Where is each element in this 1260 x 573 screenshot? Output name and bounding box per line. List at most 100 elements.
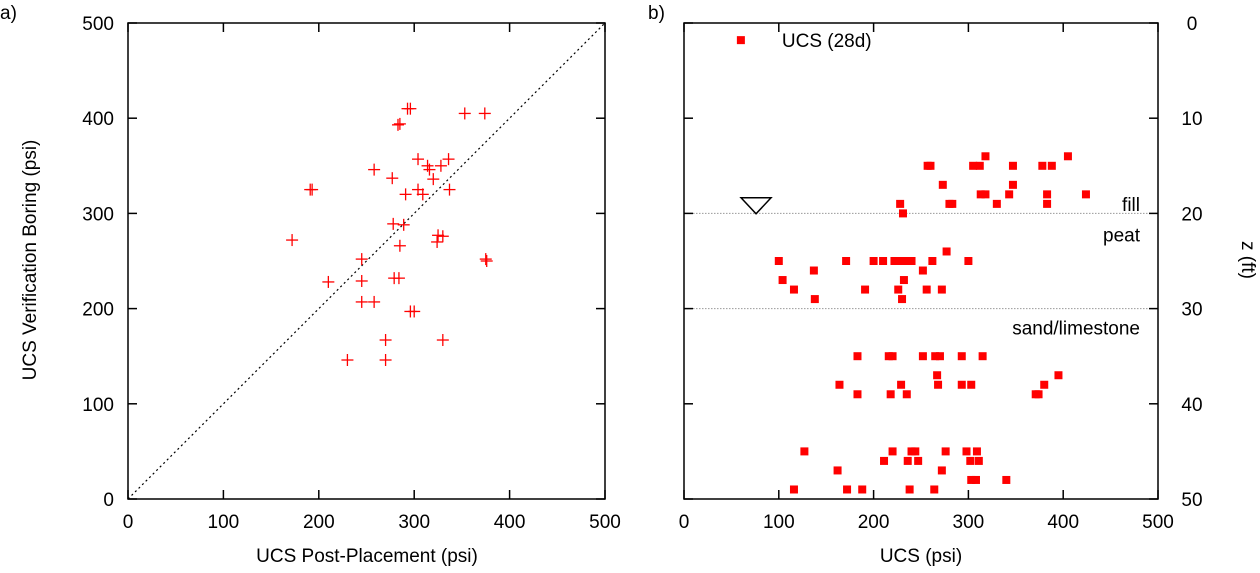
data-point xyxy=(397,218,410,231)
data-point xyxy=(393,117,406,130)
data-point xyxy=(379,354,392,367)
data-point xyxy=(869,257,878,265)
panel-b-label: b) xyxy=(648,3,665,24)
data-point xyxy=(957,380,966,389)
data-point xyxy=(408,305,421,318)
x-tick-label: 400 xyxy=(1047,512,1079,533)
data-point xyxy=(1005,190,1014,199)
x-tick-label: 300 xyxy=(953,512,985,533)
data-point xyxy=(948,199,957,208)
data-point xyxy=(976,190,985,199)
data-point xyxy=(933,371,942,380)
data-point xyxy=(386,172,399,185)
x-tick-label: 500 xyxy=(589,512,621,533)
panel-a-points xyxy=(127,22,606,500)
legend-label: UCS (28d) xyxy=(782,31,872,52)
y-tick-label: 100 xyxy=(82,395,114,416)
data-point xyxy=(393,239,406,252)
data-point xyxy=(391,118,404,131)
data-point xyxy=(412,183,425,196)
data-point xyxy=(443,183,456,196)
panel-b-frame xyxy=(683,22,1159,500)
data-point xyxy=(972,447,981,456)
data-point xyxy=(404,102,417,115)
y-tick-label: 50 xyxy=(1181,490,1202,511)
x-tick-label: 500 xyxy=(1142,512,1174,533)
data-point xyxy=(911,447,920,456)
data-point xyxy=(858,485,867,494)
layer-label: sand/limestone xyxy=(1012,319,1140,340)
data-point xyxy=(1063,152,1072,161)
y-tick-label: 500 xyxy=(82,14,114,35)
data-point xyxy=(918,352,927,361)
panel-b-annotations: fill peat sand/limestone UCS (28d) xyxy=(736,31,1141,340)
data-point xyxy=(1008,180,1017,189)
data-point xyxy=(922,285,931,294)
data-point xyxy=(938,180,947,189)
data-point xyxy=(930,485,939,494)
data-point xyxy=(978,352,987,361)
data-point xyxy=(1043,199,1052,208)
layer-label: peat xyxy=(1103,225,1141,246)
data-point xyxy=(896,199,905,208)
data-point xyxy=(992,199,1001,208)
data-point xyxy=(434,159,447,172)
legend-marker xyxy=(736,36,745,45)
data-point xyxy=(368,295,381,308)
data-point xyxy=(458,107,471,120)
layer-label: fill xyxy=(1122,195,1140,216)
data-point xyxy=(967,475,976,484)
y-tick-label: 300 xyxy=(82,204,114,225)
data-point xyxy=(969,161,978,170)
data-point xyxy=(399,188,412,201)
panel-a: a) 0 100 200 300 400 500 0 100 200 300 400 500 UCS … xyxy=(0,3,621,567)
x-tick-label: 100 xyxy=(763,512,795,533)
data-point xyxy=(888,352,897,361)
reference-line xyxy=(127,22,606,500)
data-point xyxy=(957,352,966,361)
data-point xyxy=(897,380,906,389)
y-tick-label: 10 xyxy=(1181,109,1202,130)
data-point xyxy=(427,173,440,186)
x-tick-label: 300 xyxy=(398,512,430,533)
panel-a-label: a) xyxy=(0,3,17,24)
data-point xyxy=(431,235,444,248)
data-point xyxy=(478,107,491,120)
x-tick-label: 0 xyxy=(123,512,134,533)
x-tick-label: 200 xyxy=(303,512,335,533)
x-tick-label: 200 xyxy=(858,512,890,533)
data-point xyxy=(1034,390,1043,399)
data-point xyxy=(355,295,368,308)
panel-a-frame xyxy=(127,22,606,500)
data-point xyxy=(835,380,844,389)
data-point xyxy=(436,230,449,243)
data-point xyxy=(853,390,862,399)
data-point xyxy=(926,161,935,170)
y-tick-label: 30 xyxy=(1181,300,1202,321)
panel-b-y-axis-label: z (ft) xyxy=(1237,241,1258,279)
panel-a-axes: 0 100 200 300 400 500 0 100 200 300 400 500 xyxy=(82,14,621,533)
data-point xyxy=(935,352,944,361)
data-point xyxy=(903,456,912,465)
data-point xyxy=(392,272,405,285)
data-point xyxy=(1043,190,1052,199)
data-point xyxy=(964,257,973,265)
data-point xyxy=(1040,380,1049,389)
data-point xyxy=(833,466,842,475)
data-point xyxy=(843,485,852,494)
data-point xyxy=(975,161,984,170)
panel-a-y-axis-label: UCS Verification Boring (psi) xyxy=(20,140,41,381)
panel-a-x-axis-label: UCS Post-Placement (psi) xyxy=(256,546,478,567)
x-tick-label: 0 xyxy=(679,512,690,533)
data-point xyxy=(971,475,980,484)
data-point xyxy=(966,456,975,465)
data-point xyxy=(842,257,851,265)
data-point xyxy=(778,276,787,285)
panel-b-points xyxy=(774,152,1090,494)
data-point xyxy=(810,295,819,304)
data-point xyxy=(1054,371,1063,380)
data-point xyxy=(1047,161,1056,170)
water-table-icon xyxy=(739,197,773,215)
data-point xyxy=(341,354,354,367)
